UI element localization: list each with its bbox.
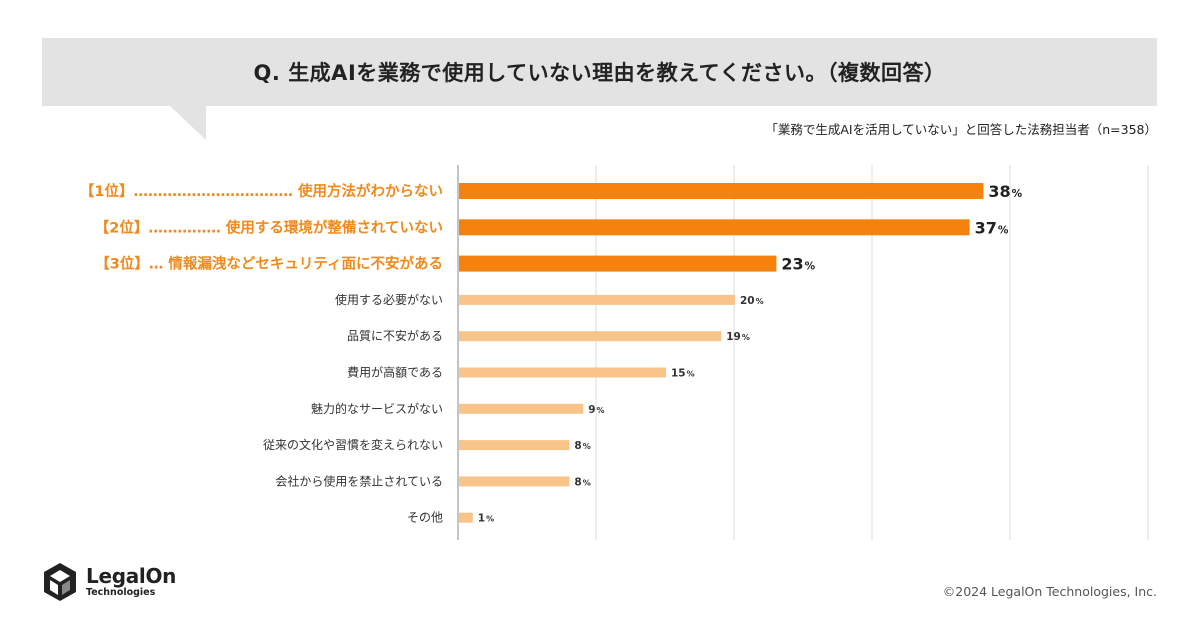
percent-sign: % xyxy=(805,261,816,273)
bar xyxy=(459,367,666,378)
category-label: 【1位】…………………………… 使用方法がわからない xyxy=(80,182,443,200)
category-label: 品質に不安がある xyxy=(347,328,443,343)
bar xyxy=(459,512,473,523)
question-text: Q. 生成AIを業務で使用していない理由を教えてください。（複数回答） xyxy=(253,61,946,85)
category-label: 従来の文化や習慣を変えられない xyxy=(263,437,443,452)
category-label: その他 xyxy=(407,511,443,525)
percent-sign: % xyxy=(583,478,591,487)
value-label: 8% xyxy=(574,476,590,488)
brand-sub: Technologies xyxy=(86,587,156,599)
bar xyxy=(459,255,777,272)
copyright: ©2024 LegalOn Technologies, Inc. xyxy=(942,584,1157,599)
percent-sign: % xyxy=(998,224,1009,236)
brand-name: LegalOn xyxy=(86,564,177,589)
value-label: 1% xyxy=(478,513,494,525)
bar xyxy=(459,183,984,199)
speech-bubble-tail xyxy=(170,106,206,140)
category-label: 使用する必要がない xyxy=(335,292,443,307)
bar xyxy=(459,440,570,451)
category-label: 【3位】… 情報漏洩などセキュリティ面に不安がある xyxy=(95,255,443,273)
sample-note: 「業務で生成AIを活用していない」と回答した法務担当者（n=358） xyxy=(765,122,1157,137)
bar xyxy=(459,294,735,305)
value-label: 19% xyxy=(726,331,750,343)
brand-logo: LegalOn Technologies xyxy=(42,562,176,602)
category-label: 会社から使用を禁止されている xyxy=(275,473,443,488)
bar xyxy=(459,219,970,236)
value-label: 20% xyxy=(740,295,764,307)
bar xyxy=(459,476,570,487)
bar xyxy=(459,403,584,414)
value-label: 9% xyxy=(588,404,604,416)
percent-sign: % xyxy=(742,333,750,342)
value-label: 23% xyxy=(781,255,815,274)
percent-sign: % xyxy=(756,297,764,306)
category-label: 【2位】…………… 使用する環境が整備されていない xyxy=(95,218,443,236)
value-label: 8% xyxy=(574,440,590,452)
percent-sign: % xyxy=(687,370,695,379)
legalon-logo-icon xyxy=(44,563,76,601)
bar xyxy=(459,331,722,342)
value-label: 37% xyxy=(975,218,1009,237)
category-label: 費用が高額である xyxy=(347,365,443,380)
value-label: 15% xyxy=(671,368,695,380)
percent-sign: % xyxy=(597,406,605,415)
value-label: 38% xyxy=(988,182,1022,201)
percent-sign: % xyxy=(1012,188,1023,200)
percent-sign: % xyxy=(583,442,591,451)
percent-sign: % xyxy=(486,515,494,524)
category-label: 魅力的なサービスがない xyxy=(311,401,443,416)
question-banner: Q. 生成AIを業務で使用していない理由を教えてください。（複数回答） xyxy=(42,38,1157,106)
